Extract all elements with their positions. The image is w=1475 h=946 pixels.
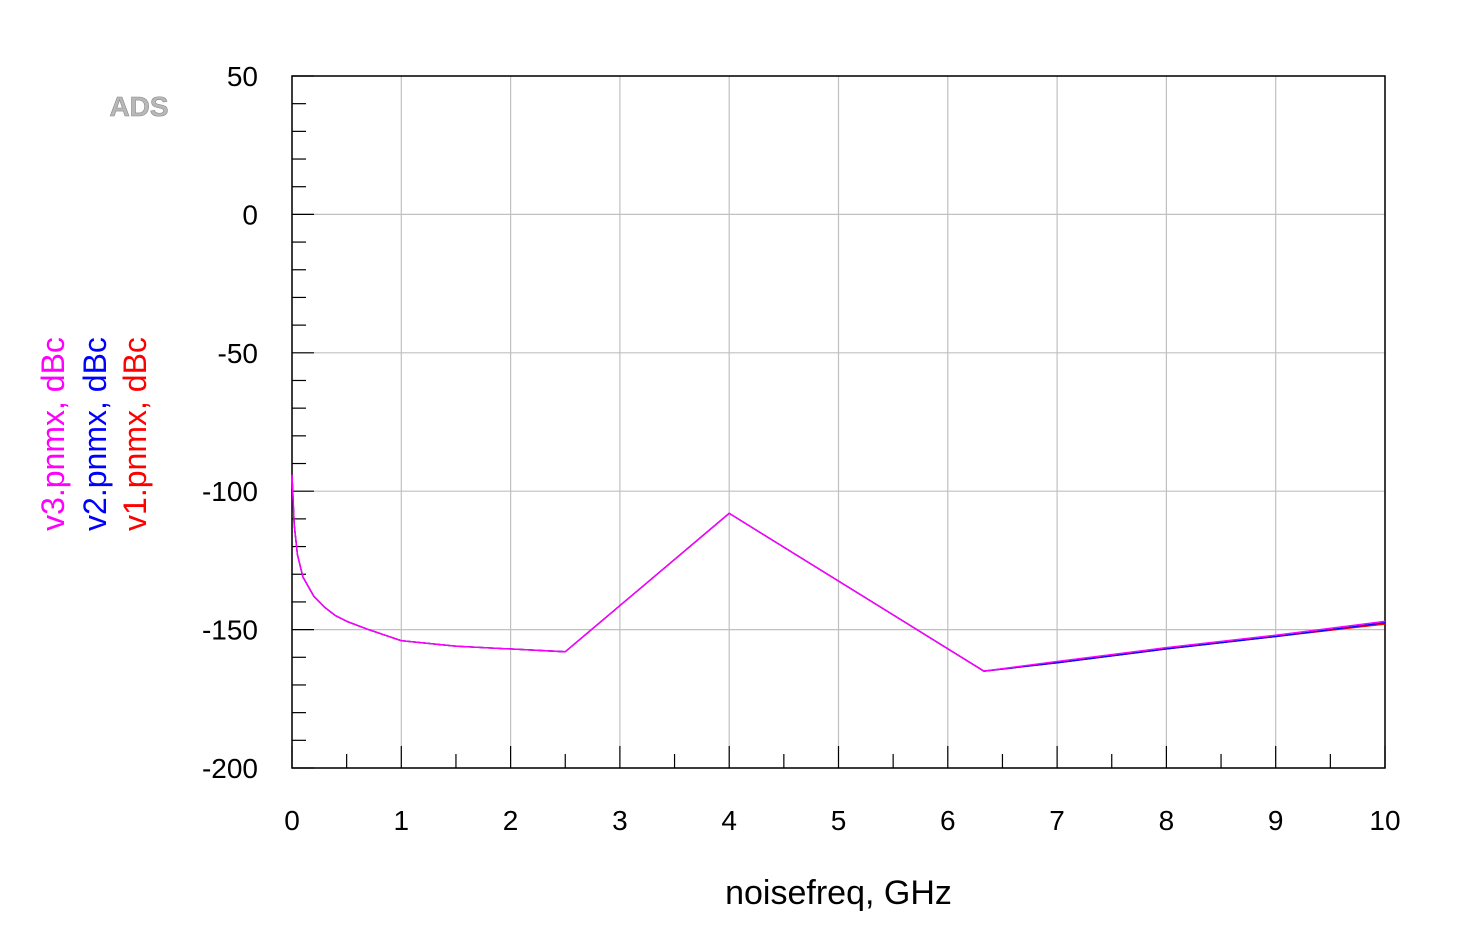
series-layer (291, 474, 1386, 672)
y-tick-labels: 50 0 -50 -100 -150 -200 (202, 61, 258, 784)
y-axis-labels: v3.pnmx, dBc v2.pnmx, dBc v1.pnmx, dBc (35, 337, 153, 531)
x-tick-label: 7 (1049, 805, 1065, 836)
y-axis-label-v1: v1.pnmx, dBc (117, 337, 153, 531)
y-tick-label: -200 (202, 753, 258, 784)
ads-watermark: ADS (109, 91, 168, 122)
x-tick-label: 3 (612, 805, 628, 836)
plot-frame (291, 75, 1386, 769)
y-tick-label: -50 (218, 338, 258, 369)
x-tick-label: 0 (284, 805, 300, 836)
x-axis-title: noisefreq, GHz (725, 874, 952, 912)
x-tick-labels: 0 1 2 3 4 5 6 7 8 9 10 (284, 805, 1400, 836)
y-axis-label-v2: v2.pnmx, dBc (77, 337, 113, 531)
y-axis-label-v3: v3.pnmx, dBc (35, 337, 71, 531)
x-tick-label: 1 (394, 805, 410, 836)
x-tick-label: 2 (503, 805, 519, 836)
x-tick-label: 5 (831, 805, 847, 836)
y-tick-label: 50 (227, 61, 258, 92)
grid-layer (291, 75, 1386, 769)
x-tick-label: 9 (1268, 805, 1284, 836)
x-tick-label: 6 (940, 805, 956, 836)
x-tick-label: 4 (721, 805, 737, 836)
series-line-v3 (291, 474, 1386, 672)
y-tick-label: 0 (242, 199, 258, 230)
x-tick-label: 8 (1159, 805, 1175, 836)
x-tick-label: 10 (1369, 805, 1400, 836)
y-tick-label: -100 (202, 476, 258, 507)
y-tick-label: -150 (202, 615, 258, 646)
